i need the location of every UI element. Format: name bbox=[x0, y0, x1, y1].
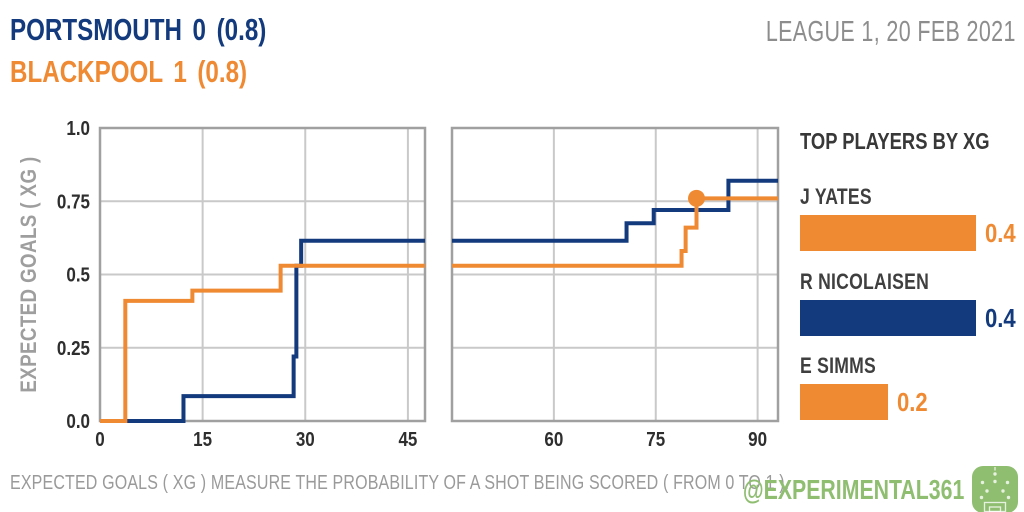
watermark: @EXPERIMENTAL361 bbox=[673, 466, 1018, 512]
svg-text:0: 0 bbox=[95, 428, 104, 451]
player-xg-value: 0.4 bbox=[985, 303, 1016, 333]
svg-text:15: 15 bbox=[193, 428, 212, 451]
home-team-score-text: PORTSMOUTH 0 (0.8) bbox=[10, 12, 267, 47]
svg-text:45: 45 bbox=[398, 428, 417, 451]
player-xg-bar bbox=[800, 300, 976, 336]
svg-text:1.0: 1.0 bbox=[66, 117, 90, 140]
svg-text:0.0: 0.0 bbox=[66, 410, 90, 433]
away-team-score-title: BLACKPOOL 1 (0.8) bbox=[10, 54, 314, 90]
watermark-handle: @EXPERIMENTAL361 bbox=[742, 473, 964, 505]
home-team-score-title: PORTSMOUTH 0 (0.8) bbox=[10, 12, 339, 48]
player-name: R NICOLAISEN bbox=[800, 269, 930, 294]
chart-panel-second-half bbox=[450, 126, 780, 423]
svg-text:0.5: 0.5 bbox=[66, 263, 90, 286]
competition-date-label: LEAGUE 1, 20 FEB 2021 bbox=[766, 16, 1016, 48]
svg-text:0.75: 0.75 bbox=[57, 190, 90, 213]
svg-text:90: 90 bbox=[748, 428, 767, 451]
away-team-score-text: BLACKPOOL 1 (0.8) bbox=[10, 54, 248, 89]
player-name: E SIMMS bbox=[800, 353, 876, 378]
player-xg-value: 0.2 bbox=[897, 387, 928, 417]
xg-line-portsmouth bbox=[100, 238, 425, 423]
pitch-icon bbox=[972, 466, 1018, 512]
player-xg-bar-row: 0.4 bbox=[800, 300, 1021, 336]
xg-definition-note: EXPECTED GOALS ( XG ) MEASURE THE PROBAB… bbox=[10, 472, 790, 494]
player-xg-bar-row: 0.4 bbox=[800, 215, 1021, 251]
svg-text:30: 30 bbox=[296, 428, 315, 451]
goal-marker-blackpool bbox=[688, 189, 705, 207]
player-name: J YATES bbox=[800, 184, 872, 209]
chart-panel-first-half bbox=[98, 126, 427, 423]
svg-text:0.25: 0.25 bbox=[57, 336, 90, 359]
player-xg-bar bbox=[800, 215, 976, 251]
top-players-title: TOP PLAYERS BY XG bbox=[800, 128, 990, 154]
svg-text:75: 75 bbox=[646, 428, 665, 451]
player-xg-bar-row: 0.2 bbox=[800, 384, 933, 420]
player-xg-bar bbox=[800, 384, 888, 420]
y-axis-label: EXPECTED GOALS ( XG ) bbox=[18, 156, 42, 392]
svg-text:60: 60 bbox=[544, 428, 563, 451]
xg-line-blackpool bbox=[100, 263, 425, 423]
player-xg-value: 0.4 bbox=[985, 218, 1016, 248]
xg-line-portsmouth bbox=[452, 178, 778, 243]
